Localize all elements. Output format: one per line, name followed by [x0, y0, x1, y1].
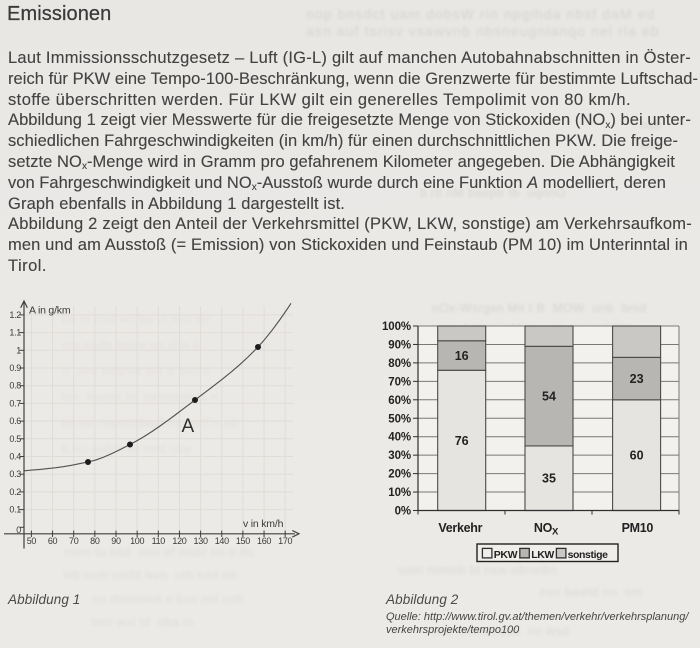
svg-text:70%: 70% [388, 376, 411, 388]
svg-text:NOX: NOX [534, 521, 559, 538]
svg-text:0.9: 0.9 [9, 363, 21, 373]
svg-text:50%: 50% [388, 413, 411, 425]
svg-text:100: 100 [130, 536, 144, 546]
svg-text:70: 70 [69, 536, 79, 546]
svg-text:1.1: 1.1 [9, 328, 21, 338]
svg-text:140: 140 [215, 536, 229, 546]
svg-text:110: 110 [152, 536, 166, 546]
svg-text:PKW: PKW [494, 549, 518, 561]
svg-text:160: 160 [257, 536, 271, 546]
svg-text:50: 50 [27, 536, 37, 546]
svg-text:90%: 90% [388, 339, 411, 351]
svg-text:A: A [182, 416, 195, 437]
svg-text:sonstige: sonstige [568, 549, 609, 561]
svg-text:0.7: 0.7 [9, 398, 21, 408]
svg-text:10%: 10% [388, 487, 411, 499]
svg-text:0.1: 0.1 [9, 505, 21, 515]
svg-text:1: 1 [16, 345, 21, 355]
svg-text:130: 130 [194, 536, 208, 546]
svg-text:0%: 0% [395, 506, 411, 518]
svg-text:0: 0 [16, 525, 21, 535]
svg-text:120: 120 [172, 536, 186, 546]
svg-text:0.8: 0.8 [9, 381, 21, 391]
svg-text:20%: 20% [388, 469, 411, 481]
svg-text:0.3: 0.3 [9, 469, 21, 479]
svg-text:16: 16 [455, 349, 469, 363]
svg-text:150: 150 [236, 536, 250, 546]
svg-text:PM10: PM10 [622, 521, 654, 535]
svg-text:100%: 100% [382, 321, 411, 333]
svg-text:170: 170 [278, 536, 292, 546]
svg-text:30%: 30% [388, 450, 411, 462]
svg-text:0.6: 0.6 [9, 416, 21, 426]
svg-text:0.4: 0.4 [9, 452, 21, 462]
svg-text:60: 60 [630, 449, 644, 463]
svg-text:23: 23 [630, 372, 644, 386]
svg-text:LKW: LKW [531, 549, 554, 561]
svg-text:76: 76 [455, 434, 469, 448]
svg-text:80%: 80% [388, 358, 411, 370]
svg-text:90: 90 [111, 536, 121, 546]
svg-text:1.2: 1.2 [9, 310, 21, 320]
svg-text:40%: 40% [388, 432, 411, 444]
svg-text:60: 60 [48, 536, 58, 546]
svg-text:Verkehr: Verkehr [438, 521, 482, 535]
svg-text:35: 35 [542, 472, 556, 486]
svg-text:80: 80 [90, 536, 100, 546]
svg-text:0.2: 0.2 [9, 487, 21, 497]
svg-text:A in g/km: A in g/km [29, 305, 71, 317]
svg-text:0.5: 0.5 [9, 434, 21, 444]
svg-text:54: 54 [542, 390, 556, 404]
svg-text:60%: 60% [388, 395, 411, 407]
svg-text:v in km/h: v in km/h [243, 518, 284, 530]
